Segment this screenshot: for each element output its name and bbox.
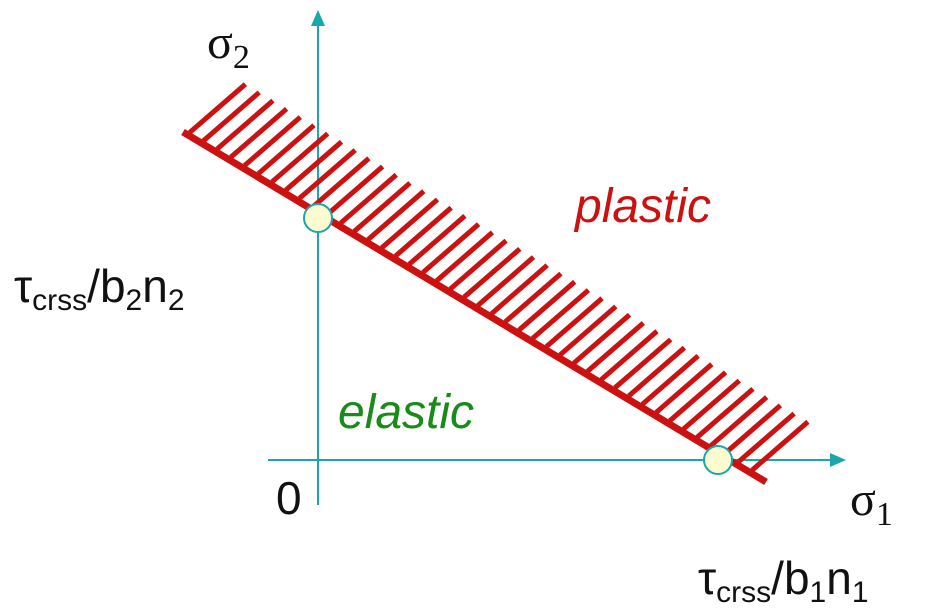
- y-intercept-tau: τ: [14, 260, 32, 312]
- hatch-stroke: [503, 271, 563, 324]
- hatch-stroke: [654, 362, 714, 415]
- x-intercept-n-subscript: 1: [852, 576, 869, 609]
- y-axis-symbol: σ: [207, 16, 233, 69]
- x-intercept-label: τcrss/b1n1: [698, 552, 869, 609]
- hatch-stroke: [229, 107, 289, 160]
- hatch-stroke: [544, 296, 604, 349]
- hatch-stroke: [448, 238, 508, 291]
- hatch-stroke: [284, 139, 344, 193]
- origin-label: 0: [276, 472, 302, 524]
- hatch-stroke: [256, 123, 316, 176]
- y-intercept-marker: [303, 203, 333, 233]
- x-intercept-tau-subscript: crss: [716, 576, 771, 609]
- hatch-stroke: [668, 370, 728, 423]
- x-axis-arrowhead: [830, 453, 846, 467]
- hatch-stroke: [530, 288, 591, 341]
- hatch-stroke: [242, 115, 302, 168]
- hatch-stroke: [434, 230, 495, 283]
- hatch-stroke: [270, 131, 330, 184]
- x-intercept-b-subscript: 1: [810, 576, 827, 609]
- hatch-stroke: [352, 181, 412, 234]
- hatch-stroke: [188, 82, 248, 135]
- hatch-stroke: [695, 387, 755, 440]
- y-intercept-tau-subscript: crss: [32, 284, 87, 317]
- hatch-stroke: [380, 197, 440, 250]
- y-intercept-label: τcrss/b2n2: [14, 260, 185, 317]
- hatch-stroke: [613, 337, 673, 390]
- x-intercept-marker: [703, 445, 733, 475]
- hatch-stroke: [297, 148, 357, 201]
- hatch-stroke: [215, 98, 275, 151]
- yield-boundary-line: [181, 128, 768, 486]
- hatch-stroke: [709, 395, 769, 448]
- hatch-stroke: [572, 312, 632, 365]
- hatch-stroke: [750, 419, 810, 473]
- y-intercept-slash-b: /b: [87, 260, 125, 312]
- y-axis-subscript: 2: [233, 39, 250, 76]
- x-axis-subscript: 1: [876, 496, 893, 533]
- x-intercept-n: n: [826, 552, 852, 604]
- hatch-stroke: [476, 255, 536, 308]
- x-intercept-tau: τ: [698, 552, 716, 604]
- hatch-stroke: [201, 90, 261, 143]
- y-intercept-b-subscript: 2: [126, 284, 143, 317]
- hatch-stroke: [599, 329, 659, 382]
- hatch-stroke: [366, 189, 426, 242]
- hatch-stroke: [462, 247, 522, 300]
- hatch-stroke: [325, 164, 385, 217]
- y-axis-label: σ2: [207, 16, 250, 76]
- y-axis-arrowhead: [311, 10, 325, 26]
- hatch-stroke: [338, 172, 398, 225]
- plastic-region-label: plastic: [573, 180, 711, 233]
- hatch-stroke: [585, 321, 645, 374]
- hatch-stroke: [640, 354, 700, 407]
- y-intercept-n-subscript: 2: [168, 284, 185, 317]
- y-intercept-n: n: [142, 260, 168, 312]
- plastic-hatching: [188, 82, 810, 473]
- hatch-stroke: [407, 214, 467, 267]
- hatch-stroke: [558, 304, 618, 357]
- hatch-stroke: [517, 279, 577, 333]
- hatch-stroke: [723, 403, 783, 456]
- x-axis-label: σ1: [850, 473, 893, 533]
- hatch-stroke: [681, 378, 741, 431]
- x-axis-symbol: σ: [850, 473, 876, 526]
- hatch-stroke: [311, 156, 371, 209]
- hatch-stroke: [393, 205, 453, 258]
- hatch-stroke: [421, 222, 481, 275]
- x-intercept-slash-b: /b: [771, 552, 809, 604]
- hatch-stroke: [627, 345, 687, 398]
- hatch-stroke: [736, 411, 796, 464]
- hatch-stroke: [489, 263, 549, 316]
- elastic-region-label: elastic: [338, 386, 474, 439]
